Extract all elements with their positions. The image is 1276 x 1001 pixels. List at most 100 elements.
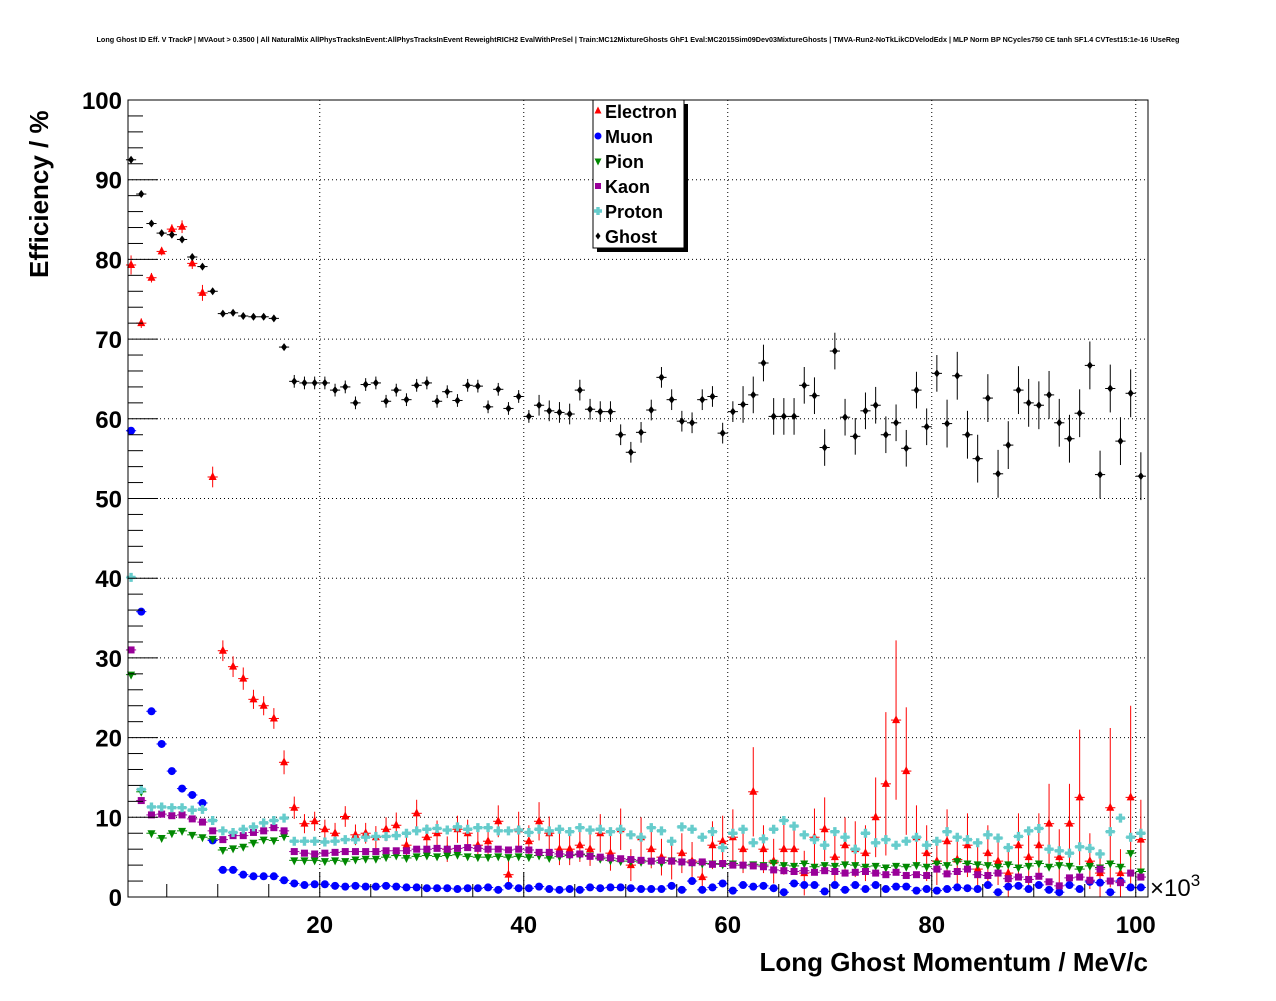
kaon-marker bbox=[351, 848, 359, 856]
proton-marker bbox=[340, 835, 350, 845]
data-point bbox=[860, 828, 871, 838]
data-point bbox=[217, 865, 228, 874]
muon-marker bbox=[229, 865, 238, 874]
electron-marker bbox=[963, 840, 972, 849]
ghost-marker bbox=[566, 410, 573, 419]
ghost-marker bbox=[852, 432, 859, 441]
data-point bbox=[258, 872, 269, 881]
ghost-marker bbox=[658, 373, 665, 382]
electron-marker bbox=[586, 844, 595, 853]
kaon-marker bbox=[637, 856, 645, 864]
data-point bbox=[911, 886, 922, 895]
electron-marker bbox=[535, 816, 544, 825]
data-point bbox=[870, 869, 881, 877]
pion-marker bbox=[902, 863, 911, 872]
data-point bbox=[146, 219, 157, 228]
proton-marker bbox=[575, 823, 585, 833]
legend-box bbox=[592, 99, 685, 249]
data-point bbox=[656, 885, 667, 894]
data-point bbox=[1105, 888, 1116, 897]
electron-marker bbox=[127, 259, 136, 268]
data-point bbox=[503, 402, 514, 415]
data-point bbox=[615, 824, 626, 834]
electron-marker bbox=[147, 272, 156, 281]
pion-marker bbox=[524, 854, 533, 863]
ghost-marker bbox=[923, 422, 930, 431]
pion-marker bbox=[494, 853, 503, 862]
muon-marker bbox=[382, 881, 391, 890]
data-point bbox=[584, 398, 596, 420]
data-point bbox=[962, 884, 973, 893]
electron-marker bbox=[994, 856, 1003, 865]
data-point bbox=[411, 799, 422, 827]
data-point bbox=[992, 837, 1004, 886]
data-point bbox=[962, 860, 973, 869]
data-point bbox=[615, 855, 626, 863]
proton-marker bbox=[1136, 828, 1146, 838]
muon-marker bbox=[1024, 885, 1033, 894]
ghost-marker bbox=[984, 394, 991, 403]
data-point bbox=[472, 854, 483, 863]
kaon-marker bbox=[158, 810, 166, 818]
data-point bbox=[717, 422, 728, 444]
kaon-marker bbox=[147, 811, 155, 819]
muon-marker bbox=[688, 877, 697, 886]
kaon-marker bbox=[270, 824, 278, 832]
proton-marker bbox=[238, 824, 248, 834]
data-point bbox=[758, 834, 769, 844]
pion-marker bbox=[504, 854, 513, 863]
kaon-marker bbox=[586, 852, 594, 860]
data-point bbox=[1054, 829, 1065, 886]
proton-marker bbox=[697, 832, 707, 842]
data-point bbox=[1135, 452, 1146, 501]
proton-marker bbox=[279, 813, 289, 823]
ghost-marker bbox=[230, 308, 237, 317]
legend-entry-proton: Proton bbox=[594, 202, 663, 222]
kaon-marker bbox=[362, 848, 370, 856]
data-point bbox=[125, 155, 137, 164]
muon-marker bbox=[545, 885, 554, 894]
proton-marker bbox=[993, 833, 1003, 843]
proton-marker bbox=[503, 826, 513, 836]
data-point bbox=[1023, 829, 1034, 886]
proton-marker bbox=[177, 803, 187, 813]
kaon-marker bbox=[494, 845, 502, 853]
data-point bbox=[166, 230, 177, 239]
pion-marker bbox=[208, 835, 217, 844]
ghost-marker bbox=[872, 401, 879, 410]
proton-marker bbox=[769, 824, 779, 834]
pion-marker bbox=[259, 836, 268, 845]
ghost-marker bbox=[1005, 441, 1012, 450]
data-point bbox=[319, 819, 330, 839]
muon-marker bbox=[310, 880, 319, 889]
data-point bbox=[493, 853, 504, 862]
data-point bbox=[156, 835, 167, 844]
muon-marker bbox=[871, 881, 880, 890]
data-point bbox=[625, 884, 636, 893]
pion-marker bbox=[422, 852, 431, 861]
data-point bbox=[1003, 875, 1014, 883]
electron-marker bbox=[902, 766, 911, 775]
data-point bbox=[299, 814, 310, 834]
data-point bbox=[646, 823, 657, 833]
data-point bbox=[717, 860, 728, 868]
ghost-marker bbox=[148, 219, 155, 228]
data-point bbox=[340, 848, 351, 856]
data-point bbox=[931, 886, 942, 895]
data-point bbox=[778, 888, 789, 897]
data-point bbox=[431, 884, 443, 893]
data-point bbox=[248, 689, 259, 709]
data-point bbox=[309, 857, 320, 866]
data-point bbox=[258, 312, 269, 321]
data-point bbox=[482, 883, 494, 892]
data-point bbox=[727, 861, 738, 869]
data-point bbox=[839, 398, 851, 436]
proton-marker bbox=[605, 827, 615, 837]
muon-marker bbox=[127, 426, 136, 435]
data-point bbox=[717, 879, 728, 888]
data-point bbox=[1135, 883, 1146, 892]
data-point bbox=[462, 853, 473, 862]
data-point bbox=[554, 402, 565, 423]
kaon-marker bbox=[127, 646, 135, 654]
muon-marker bbox=[596, 884, 605, 893]
